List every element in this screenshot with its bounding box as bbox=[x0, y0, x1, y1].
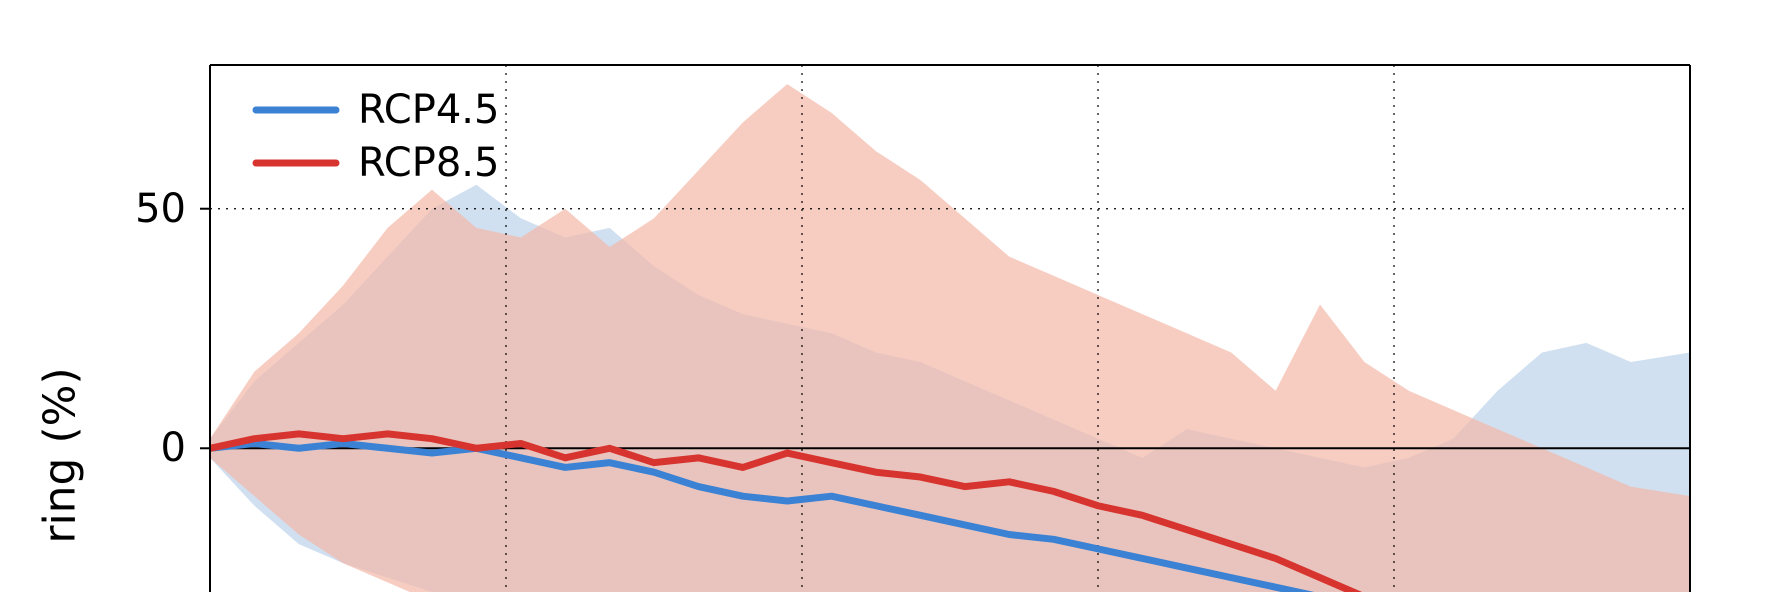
chart-figure: ring (%) 50 0 RCP4.5 RCP8.5 bbox=[0, 0, 1771, 592]
plot-area bbox=[0, 0, 1771, 592]
uncertainty-band bbox=[210, 84, 1690, 592]
